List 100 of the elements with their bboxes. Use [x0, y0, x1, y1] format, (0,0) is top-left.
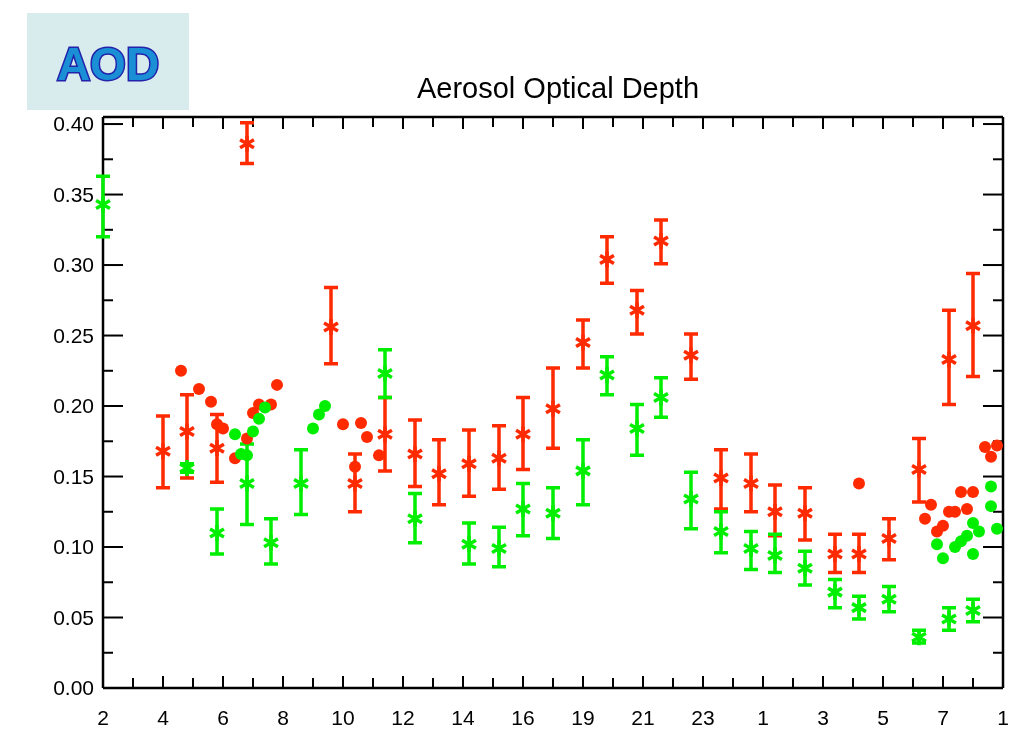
x-tick-label: 5: [877, 706, 889, 729]
y-tick-label: 0.35: [53, 182, 94, 206]
y-tick-label: 0.40: [53, 112, 94, 136]
point: [940, 609, 958, 629]
point: [208, 438, 226, 459]
x-tick-label: 16: [511, 706, 535, 729]
x-tick-label: 21: [631, 706, 655, 729]
x-tick-label: 10: [331, 706, 355, 729]
x-tick-label: 1: [757, 706, 769, 729]
point: [628, 418, 646, 439]
point: [940, 349, 958, 370]
point: [991, 439, 1003, 452]
y-tick-label: 0.15: [53, 464, 94, 488]
x-tick-label: 6: [217, 706, 229, 729]
point: [430, 463, 448, 484]
y-tick-label: 0.25: [53, 323, 94, 347]
point: [880, 589, 898, 609]
point: [319, 400, 331, 413]
x-tick-label: 8: [277, 706, 289, 729]
point: [598, 249, 616, 270]
point: [991, 522, 1003, 535]
point: [253, 412, 265, 425]
point: [925, 498, 937, 511]
point: [205, 395, 217, 408]
y-tick-label: 0.00: [53, 676, 94, 700]
y-tick-label: 0.20: [53, 394, 94, 418]
point: [154, 441, 172, 461]
point: [931, 538, 943, 551]
x-tick-label: 2: [97, 706, 109, 729]
point: [208, 523, 226, 543]
point: [292, 473, 310, 494]
point: [598, 365, 616, 385]
point: [178, 458, 196, 478]
point: [406, 444, 424, 464]
point: [628, 300, 646, 320]
point: [217, 422, 229, 435]
point: [376, 424, 394, 444]
point: [406, 509, 424, 529]
point: [796, 503, 814, 523]
point: [460, 534, 478, 554]
x-tick-label: 14: [451, 706, 475, 729]
y-tick-label: 0.30: [53, 253, 94, 277]
point: [574, 461, 592, 481]
point: [337, 418, 349, 431]
point: [766, 502, 784, 522]
x-tick-label: 12: [391, 706, 415, 729]
point: [742, 538, 760, 559]
point: [490, 538, 508, 559]
point: [964, 315, 982, 336]
point: [349, 460, 361, 473]
point: [985, 500, 997, 513]
point: [937, 519, 949, 532]
point: [961, 529, 973, 542]
point: [376, 363, 394, 384]
point: [955, 486, 967, 499]
point: [919, 512, 931, 525]
point: [796, 558, 814, 578]
point: [307, 422, 319, 435]
x-tick-label: 19: [571, 706, 595, 729]
point: [271, 378, 283, 391]
point: [937, 552, 949, 565]
point: [241, 449, 253, 462]
point: [682, 345, 700, 366]
point: [682, 489, 700, 509]
point: [175, 364, 187, 377]
x-tick-label: 23: [691, 706, 715, 729]
y-tick-label: 0.05: [53, 605, 94, 629]
point: [985, 450, 997, 463]
point: [712, 521, 730, 542]
point: [967, 548, 979, 561]
point: [826, 582, 844, 602]
y-tick-label: 0.10: [53, 535, 94, 559]
point: [880, 528, 898, 549]
point: [652, 387, 670, 408]
point: [967, 517, 979, 530]
point: [355, 416, 367, 429]
point: [544, 399, 562, 419]
point: [910, 459, 928, 480]
point: [961, 502, 973, 515]
point: [967, 486, 979, 499]
point: [973, 525, 985, 538]
x-tick-label: 7: [937, 706, 949, 729]
point: [178, 421, 196, 442]
point: [460, 454, 478, 474]
point: [373, 449, 385, 462]
point: [238, 473, 256, 494]
point: [229, 428, 241, 441]
point: [514, 499, 532, 519]
point: [514, 424, 532, 444]
point: [853, 477, 865, 490]
point: [574, 332, 592, 353]
point: [490, 448, 508, 468]
point: [238, 134, 256, 154]
point: [826, 544, 844, 564]
point: [712, 468, 730, 488]
x-tick-label: 3: [817, 706, 829, 729]
point: [259, 401, 271, 414]
point: [262, 533, 280, 553]
x-tick-label: 4: [157, 706, 170, 729]
point: [346, 473, 364, 494]
